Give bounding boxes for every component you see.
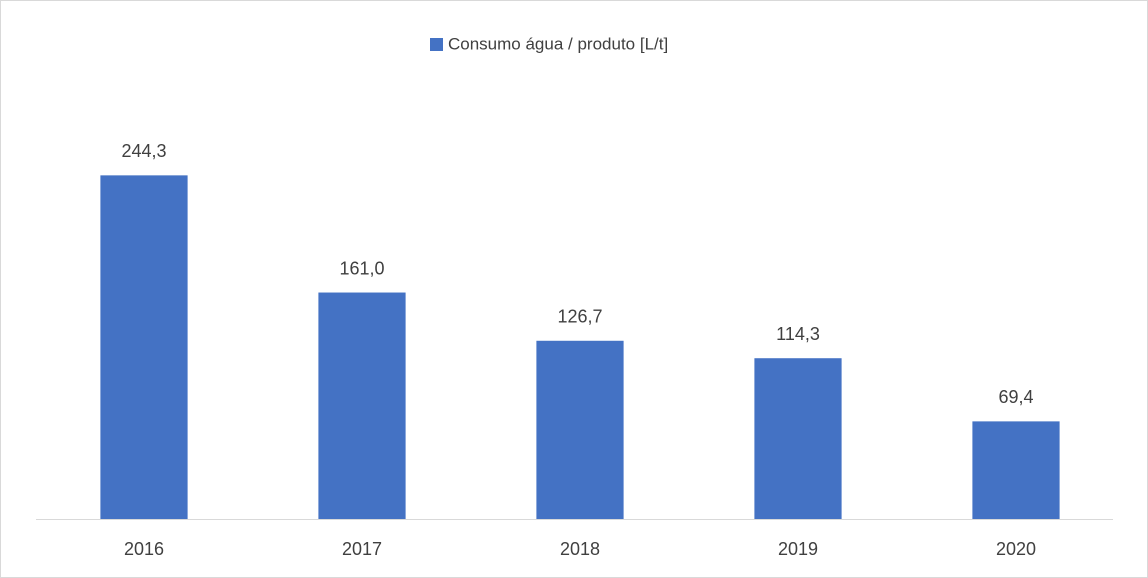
bar	[972, 421, 1060, 519]
legend-swatch	[430, 38, 443, 51]
x-tick-label: 2018	[560, 539, 600, 559]
bar	[100, 175, 188, 520]
x-tick-label: 2020	[996, 539, 1036, 559]
bar	[754, 358, 842, 519]
x-tick-label: 2019	[778, 539, 818, 559]
data-label: 244,3	[121, 141, 166, 161]
data-label: 114,3	[776, 324, 820, 344]
data-label: 126,7	[557, 307, 602, 327]
bar	[536, 340, 624, 519]
bar	[318, 292, 406, 519]
data-label: 161,0	[339, 258, 384, 278]
legend-label: Consumo água / produto [L/t]	[448, 34, 668, 53]
x-tick-label: 2016	[124, 539, 164, 559]
data-label: 69,4	[998, 387, 1033, 407]
x-tick-label: 2017	[342, 539, 382, 559]
